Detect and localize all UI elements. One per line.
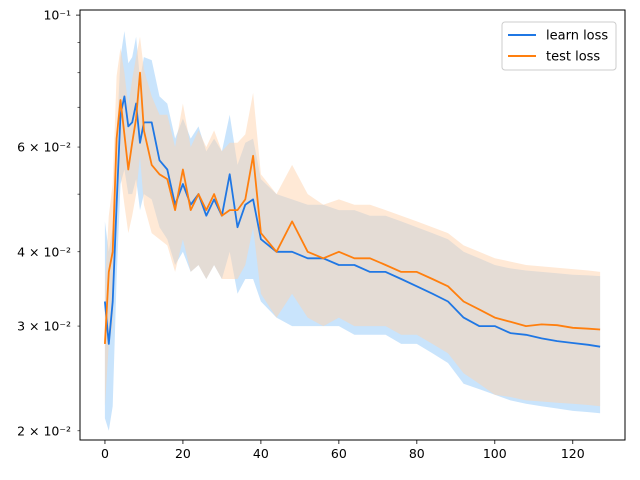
band-test-loss bbox=[104, 36, 601, 407]
series-lines bbox=[104, 71, 601, 348]
y-axis: 10⁻¹ 2 × 10⁻² 3 × 10⁻² 4 × 10⁻² 6 × 10⁻² bbox=[17, 8, 80, 438]
y-tick-label: 10⁻¹ bbox=[43, 8, 71, 23]
y-tick-label: 4 × 10⁻² bbox=[17, 244, 71, 259]
y-tick-label: 6 × 10⁻² bbox=[17, 140, 71, 155]
series-line-learn-loss bbox=[104, 95, 601, 348]
x-axis: 0 20 40 60 80 100 120 bbox=[101, 440, 585, 461]
x-tick-label: 60 bbox=[331, 446, 347, 461]
legend: learn loss test loss bbox=[501, 21, 617, 71]
x-tick-label: 120 bbox=[561, 446, 585, 461]
legend-label-learn-loss: learn loss bbox=[546, 29, 608, 44]
y-tick-label: 2 × 10⁻² bbox=[17, 423, 71, 438]
x-tick-label: 100 bbox=[483, 446, 507, 461]
confidence-bands bbox=[104, 31, 601, 431]
plot-frame bbox=[79, 9, 626, 441]
x-tick-label: 40 bbox=[253, 446, 269, 461]
series-line-test-loss bbox=[104, 71, 601, 344]
x-tick-label: 20 bbox=[175, 446, 191, 461]
legend-label-test-loss: test loss bbox=[546, 50, 600, 65]
y-tick-label: 3 × 10⁻² bbox=[17, 319, 71, 334]
x-tick-label: 80 bbox=[409, 446, 425, 461]
x-tick-label: 0 bbox=[101, 446, 109, 461]
